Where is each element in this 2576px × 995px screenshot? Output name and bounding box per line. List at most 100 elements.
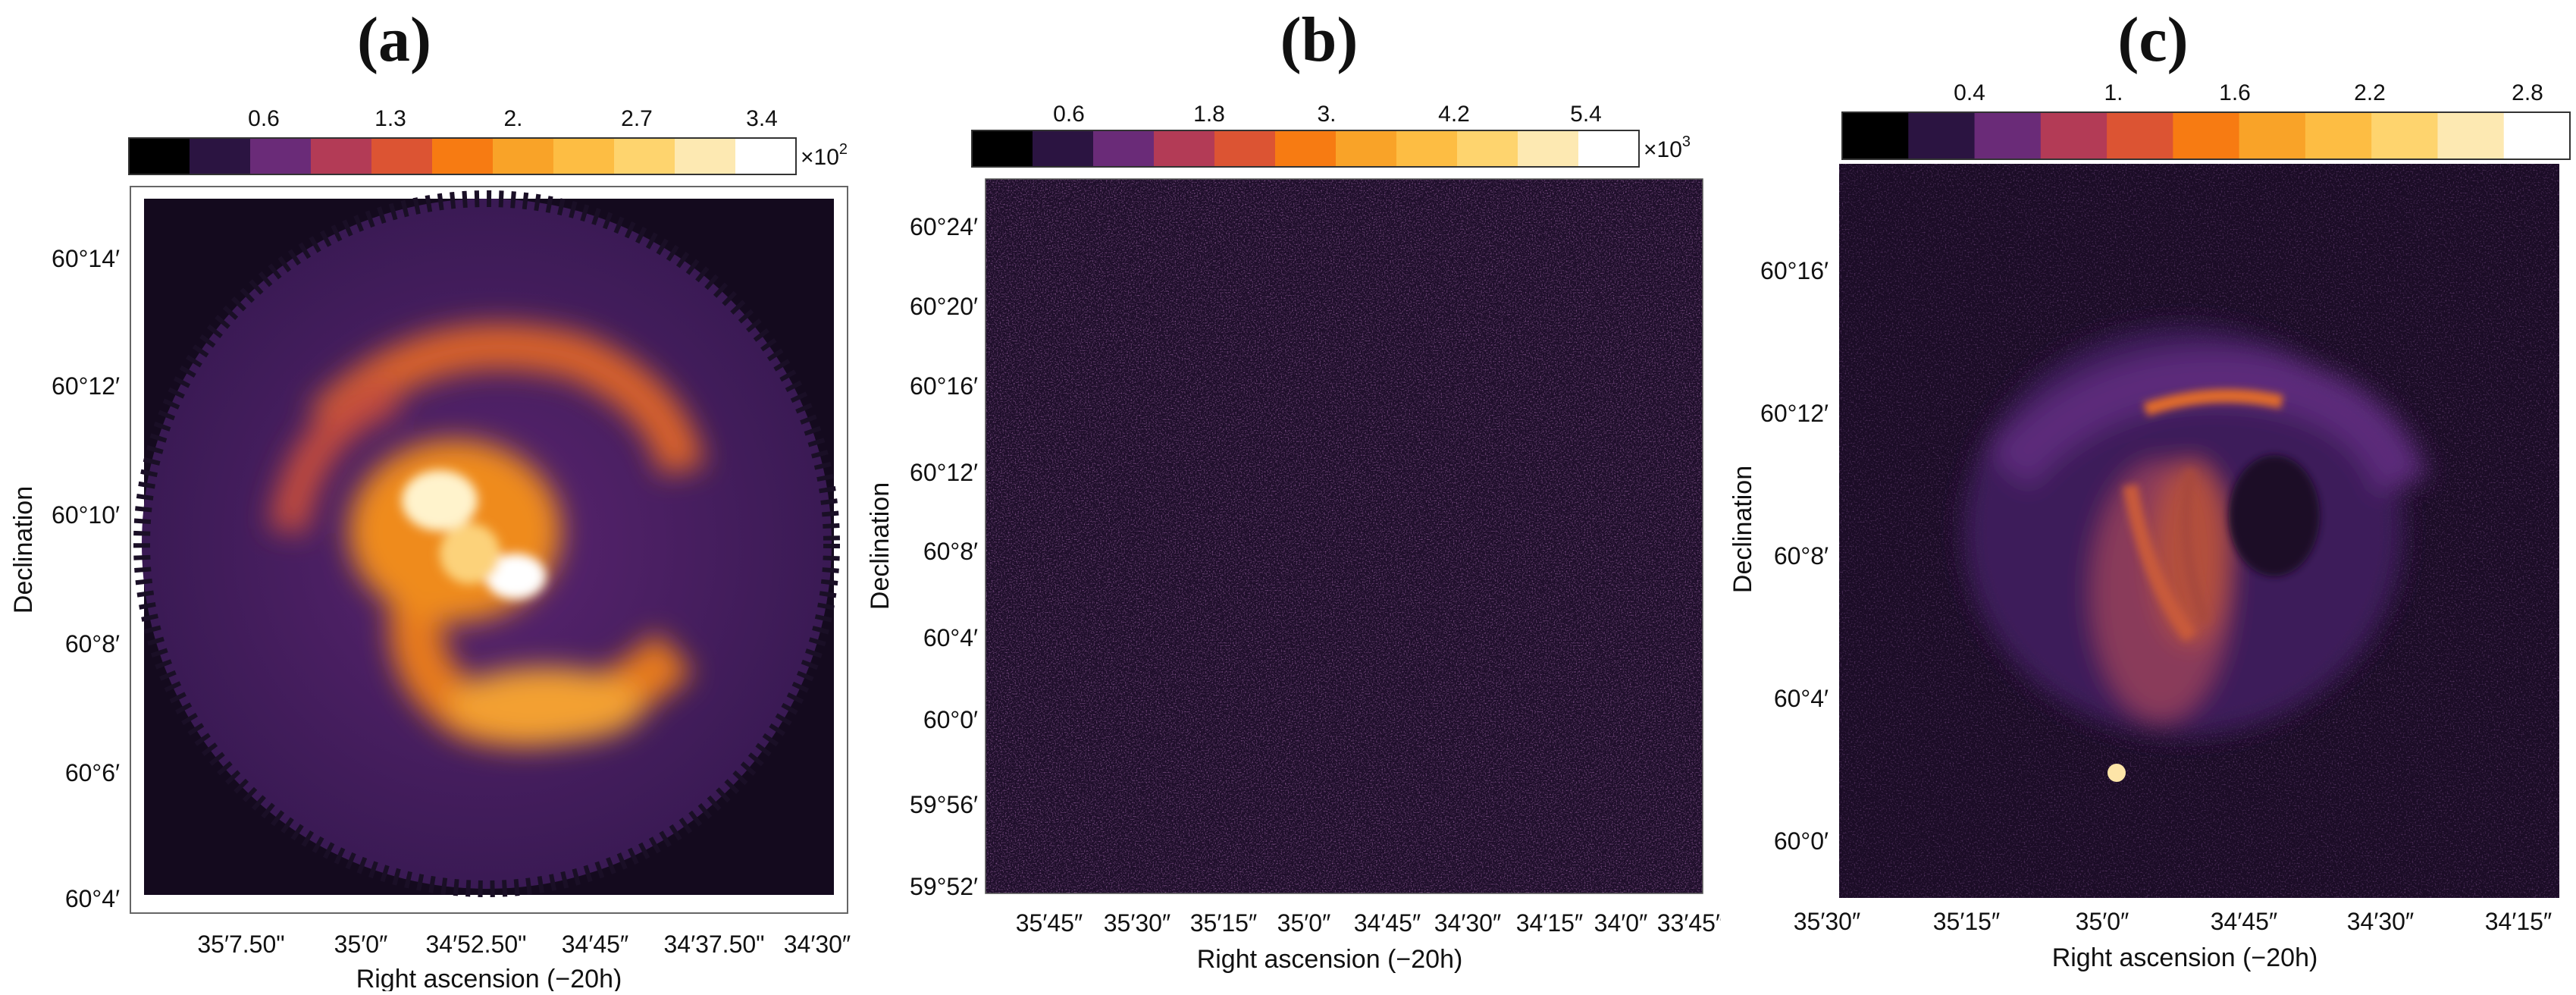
y-tick-label: 60°4′ [1774,685,1829,712]
x-axis: 35′7.50" 35′0″ 34′52.50" 34′45″ 34′37.50… [197,931,851,993]
panel-label: (b) [1280,5,1359,75]
colorbar-swatch [553,138,615,174]
colorbar-swatch [614,138,675,174]
colorbar-swatch [432,138,494,174]
colorbar-swatch [1336,130,1397,167]
y-tick-label: 60°4′ [65,885,120,912]
y-axis-label: Declination [866,482,895,610]
x-tick-label: 35′0″ [334,931,388,958]
y-tick-label: 60°0′ [1774,827,1829,855]
x-tick-label: 34′52.50" [425,931,526,958]
y-tick-label: 60°12′ [52,372,120,400]
x-tick-label: 34′45″ [1354,909,1421,937]
y-tick-label: 60°6′ [65,759,120,786]
colorbar-tick-label: 1.3 [374,106,406,131]
colorbar-swatch [2305,112,2372,159]
x-tick-label: 34′37.50" [663,931,764,958]
y-tick-label: 60°8′ [65,630,120,658]
colorbar-swatch [311,138,372,174]
x-tick-label: 34′30″ [1434,909,1502,937]
colorbar: 0.4 1. 1.6 2.2 2.8 [1841,80,2571,160]
y-tick-label: 60°10′ [52,501,120,529]
colorbar-tick-label: 2.8 [2512,80,2543,105]
colorbar-tick-label: 5.4 [1570,102,1602,127]
colorbar-tick-label: 4.2 [1438,102,1470,127]
colorbar-ticks: 0.4 1. 1.6 2.2 2.8 [1954,80,2543,105]
colorbar-swatch [735,138,797,174]
point-source [2107,764,2126,782]
colorbar-swatch [1518,130,1579,167]
colorbar-frame [971,130,1640,168]
panel-c: (c) 0.4 1. 1.6 2.2 [1721,0,2576,991]
colorbar-tick-label: 0.6 [1053,102,1085,127]
colorbar-swatch [2173,112,2240,159]
colorbar-swatch [1457,130,1518,167]
colorbar-swatch [2371,112,2438,159]
colorbar-swatch [1154,130,1215,167]
colorbar-frame [1841,111,2571,160]
x-tick-label: 35′15″ [1190,909,1258,937]
colorbar-swatch [1396,130,1458,167]
x-tick-label: 35′7.50" [197,931,284,958]
x-tick-label: 34′45″ [2211,908,2278,935]
colorbar-ticks: 0.6 1.8 3. 4.2 5.4 [1053,102,1602,127]
colorbar-swatch [1275,130,1337,167]
colorbar-tick-label: 3. [1317,102,1336,127]
colorbar-swatch [675,138,736,174]
colorbar-frame [128,137,797,175]
colorbar-swatch [190,138,251,174]
x-tick-label: 35′45″ [1016,909,1083,937]
colorbar: 0.6 1.3 2. 2.7 3.4 ×102 [128,106,848,175]
x-axis-label: Right ascension (−20h) [1197,945,1463,974]
colorbar-swatch [1842,112,1909,159]
colorbar-tick-label: 1.6 [2219,80,2251,105]
y-tick-label: 60°24′ [910,213,978,240]
y-axis: 60°24′ 60°20′ 60°16′ 60°12′ 60°8′ 60°4′ … [866,213,978,900]
colorbar-swatch [1214,130,1276,167]
x-tick-label: 34′15″ [2485,908,2552,935]
colorbar: 0.6 1.8 3. 4.2 5.4 ×103 [971,102,1691,168]
colorbar-swatch [371,138,433,174]
y-tick-label: 60°8′ [923,538,978,565]
colorbar-tick-label: 0.4 [1954,80,1985,105]
colorbar-tick-label: 1.8 [1193,102,1225,127]
y-axis-label: Declination [1728,466,1757,593]
x-tick-label: 35′30″ [1104,909,1171,937]
colorbar-swatch [1093,130,1155,167]
x-axis-label: Right ascension (−20h) [356,965,622,991]
panel-a: (a) 0.6 1.3 2. 2.7 3.4 [0,0,857,993]
x-tick-label: 35′0″ [1277,909,1331,937]
x-axis: 35′45″ 35′30″ 35′15″ 35′0″ 34′45″ 34′30″… [1016,909,1725,974]
x-axis: 35′30″ 35′15″ 35′0″ 34′45″ 34′30″ 34′15″… [1794,908,2552,972]
y-tick-label: 60°14′ [52,245,120,272]
y-tick-label: 60°8′ [1774,542,1829,570]
colorbar-swatch [250,138,312,174]
colorbar-swatch [1033,130,1094,167]
y-tick-label: 60°16′ [1760,257,1829,284]
colorbar-swatch [2437,112,2505,159]
colorbar-swatch [1974,112,2042,159]
x-tick-label: 33′45″ [1657,909,1721,937]
y-tick-label: 60°12′ [1760,400,1829,427]
y-axis: 60°16′ 60°12′ 60°8′ 60°4′ 60°0′ Declinat… [1728,257,1829,855]
y-tick-label: 60°0′ [923,706,978,733]
colorbar-swatch [2107,112,2173,159]
colorbar-swatches [1842,112,2571,159]
colorbar-tick-label: 2.7 [621,106,653,131]
y-tick-label: 60°12′ [910,459,978,486]
x-tick-label: 34′30″ [784,931,851,958]
colorbar-tick-label: 2.2 [2354,80,2386,105]
colorbar-swatch [2239,112,2306,159]
galaxy-image [1839,164,2559,898]
panel-b: (b) 0.6 1.8 3. 4.2 5.4 ×103 [857,0,1725,991]
colorbar-multiplier: ×103 [1644,133,1691,162]
y-tick-label: 60°16′ [910,372,978,400]
y-tick-label: 59°52′ [910,873,978,900]
x-tick-label: 34′45″ [562,931,629,958]
y-tick-label: 60°20′ [910,293,978,320]
panel-label: (a) [357,5,431,75]
colorbar-swatch [1908,112,1976,159]
colorbar-swatches [972,130,1640,167]
x-axis-label: Right ascension (−20h) [2052,943,2318,972]
